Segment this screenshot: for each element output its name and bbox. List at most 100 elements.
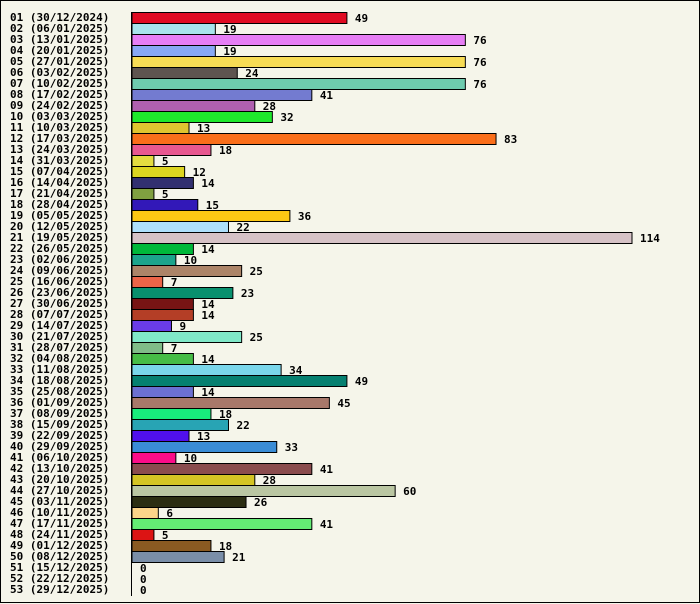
bar xyxy=(131,485,396,497)
category-label: 13 (24/03/2025) xyxy=(10,143,109,156)
value-label: 83 xyxy=(504,133,517,146)
value-label: 24 xyxy=(245,67,259,80)
value-label: 12 xyxy=(193,166,206,179)
category-label: 25 (16/06/2025) xyxy=(10,275,109,288)
bar xyxy=(131,232,633,244)
value-label: 14 xyxy=(201,353,215,366)
bar xyxy=(131,474,256,486)
value-label: 25 xyxy=(250,331,263,344)
category-label: 08 (17/02/2025) xyxy=(10,88,109,101)
bar xyxy=(131,177,194,189)
value-label: 60 xyxy=(403,485,416,498)
value-label: 5 xyxy=(162,155,169,168)
category-label: 32 (04/08/2025) xyxy=(10,352,109,365)
category-label: 14 (31/03/2025) xyxy=(10,154,109,167)
value-label: 28 xyxy=(263,474,276,487)
value-label: 23 xyxy=(241,287,254,300)
category-label: 22 (26/05/2025) xyxy=(10,242,109,255)
category-label: 05 (27/01/2025) xyxy=(10,55,109,68)
value-label: 41 xyxy=(320,518,334,531)
value-label: 76 xyxy=(473,78,487,91)
category-label: 24 (09/06/2025) xyxy=(10,264,109,277)
category-label: 28 (07/07/2025) xyxy=(10,308,109,321)
value-label: 14 xyxy=(201,177,215,190)
bar xyxy=(131,89,313,101)
value-label: 14 xyxy=(201,298,215,311)
bar xyxy=(131,166,186,178)
category-label: 21 (19/05/2025) xyxy=(10,231,109,244)
category-label: 33 (11/08/2025) xyxy=(10,363,109,376)
value-label: 34 xyxy=(289,364,303,377)
category-label: 31 (28/07/2025) xyxy=(10,341,109,354)
value-label: 18 xyxy=(219,144,232,157)
value-label: 14 xyxy=(201,386,215,399)
value-label: 36 xyxy=(298,210,312,223)
bar xyxy=(131,12,348,24)
bar xyxy=(131,441,278,453)
category-label: 35 (25/08/2025) xyxy=(10,385,109,398)
bar xyxy=(131,144,212,156)
value-label: 41 xyxy=(320,463,334,476)
value-label: 15 xyxy=(206,199,219,212)
value-label: 13 xyxy=(197,430,210,443)
bar xyxy=(131,496,247,508)
value-label: 22 xyxy=(236,419,249,432)
bar xyxy=(131,287,234,299)
value-label: 19 xyxy=(223,45,236,58)
bar xyxy=(131,34,466,46)
category-label: 53 (29/12/2025) xyxy=(10,583,109,596)
category-label: 34 (18/08/2025) xyxy=(10,374,109,387)
value-label: 33 xyxy=(285,441,298,454)
category-label: 44 (27/10/2025) xyxy=(10,484,109,497)
value-label: 0 xyxy=(140,573,147,586)
category-label: 12 (17/03/2025) xyxy=(10,132,109,145)
category-label: 10 (03/03/2025) xyxy=(10,110,109,123)
bar xyxy=(131,529,155,541)
bar xyxy=(131,430,190,442)
value-label: 114 xyxy=(640,232,660,245)
category-label: 29 (14/07/2025) xyxy=(10,319,109,332)
category-label: 40 (29/09/2025) xyxy=(10,440,109,453)
category-label: 02 (06/01/2025) xyxy=(10,22,109,35)
value-label: 76 xyxy=(473,34,487,47)
category-label: 45 (03/11/2025) xyxy=(10,495,109,508)
category-label: 20 (12/05/2025) xyxy=(10,220,109,233)
value-label: 25 xyxy=(250,265,263,278)
bar xyxy=(131,507,159,519)
value-label: 13 xyxy=(197,122,210,135)
category-label: 46 (10/11/2025) xyxy=(10,506,109,519)
bar xyxy=(131,419,229,431)
value-label: 7 xyxy=(171,342,178,355)
bar xyxy=(131,265,243,277)
category-label: 30 (21/07/2025) xyxy=(10,330,109,343)
value-label: 18 xyxy=(219,408,232,421)
bar xyxy=(131,309,194,321)
bar xyxy=(131,67,238,79)
category-label: 15 (07/04/2025) xyxy=(10,165,109,178)
value-label: 14 xyxy=(201,243,215,256)
bar xyxy=(131,408,212,420)
bar xyxy=(131,45,216,57)
category-label: 51 (15/12/2025) xyxy=(10,561,109,574)
bar xyxy=(131,386,194,398)
value-label: 26 xyxy=(254,496,268,509)
bar xyxy=(131,353,194,365)
bar xyxy=(131,364,282,376)
bar xyxy=(131,56,466,68)
value-label: 0 xyxy=(140,562,147,575)
bar xyxy=(131,111,273,123)
category-label: 23 (02/06/2025) xyxy=(10,253,109,266)
bar xyxy=(131,551,225,563)
category-label: 47 (17/11/2025) xyxy=(10,517,109,530)
bar xyxy=(131,540,212,552)
category-label: 18 (28/04/2025) xyxy=(10,198,109,211)
value-label: 76 xyxy=(473,56,487,69)
bar xyxy=(131,100,256,112)
value-label: 6 xyxy=(166,507,173,520)
bar xyxy=(131,243,194,255)
bar xyxy=(131,452,177,464)
bar xyxy=(131,375,348,387)
category-label: 27 (30/06/2025) xyxy=(10,297,109,310)
value-label: 18 xyxy=(219,540,232,553)
bar xyxy=(131,518,313,530)
